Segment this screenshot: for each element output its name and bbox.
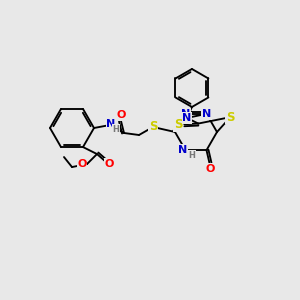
Text: S: S bbox=[149, 119, 157, 133]
Text: N: N bbox=[178, 145, 187, 155]
Text: O: O bbox=[77, 159, 87, 169]
Text: N: N bbox=[106, 119, 116, 129]
Text: N: N bbox=[202, 109, 211, 119]
Text: N: N bbox=[181, 109, 190, 119]
Text: S: S bbox=[226, 111, 235, 124]
Text: O: O bbox=[116, 110, 126, 120]
Text: H: H bbox=[112, 124, 119, 134]
Text: H: H bbox=[188, 151, 195, 160]
Text: S: S bbox=[174, 118, 182, 131]
Text: N: N bbox=[182, 113, 192, 123]
Text: O: O bbox=[206, 164, 215, 174]
Text: O: O bbox=[104, 159, 114, 169]
